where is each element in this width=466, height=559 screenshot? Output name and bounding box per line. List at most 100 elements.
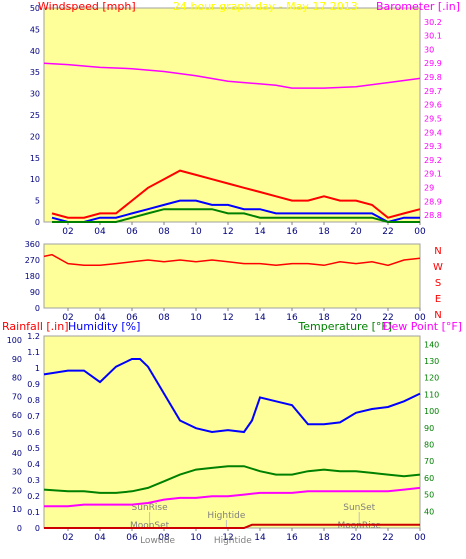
humidity-outer-y-tick: 10 — [12, 505, 22, 514]
rain-y-tick: 0.9 — [27, 380, 40, 389]
humidity-plot-area — [43, 335, 421, 529]
humidity-outer-y-tick: 70 — [12, 392, 22, 401]
barometer-y-tick: 29.7 — [424, 87, 442, 96]
rain-y-ticks: 0 0.1 0.2 0.3 0.4 0.5 0.6 0.7 0.8 0.9 1 1.1 1.2 — [27, 332, 40, 533]
humidity-outer-y-tick: 50 — [12, 430, 22, 439]
direction-y-ticks: 0 90 180 270 360 — [25, 240, 40, 313]
temperature-y-tick: 50 — [424, 491, 434, 500]
humidity-x-tick: 16 — [286, 533, 298, 543]
direction-x-tick: 04 — [94, 313, 106, 323]
compass-label: N — [434, 246, 441, 257]
wind-y-tick: 5 — [35, 197, 40, 206]
temperature-y-tick: 60 — [424, 474, 434, 483]
barometer-y-tick: 29.6 — [424, 101, 442, 110]
humidity-series — [43, 358, 421, 529]
humidity-x-tick: 06 — [126, 533, 138, 543]
rain-y-tick: 1.1 — [27, 348, 40, 357]
humidity-x-tick: 12 — [222, 533, 233, 543]
direction-x-tick: 10 — [190, 313, 202, 323]
humidity-x-ticks: 02 04 06 08 10 12 14 16 18 20 22 00 — [62, 533, 426, 543]
humidity-outer-ticks: 0 10 20 30 40 50 60 70 80 90 100 — [7, 336, 22, 533]
humidity-x-tick: 18 — [318, 533, 330, 543]
rain-y-tick: 0 — [35, 524, 40, 533]
rain-y-tick: 1 — [35, 364, 40, 373]
humidity-series-line-0 — [43, 358, 421, 434]
humidity-x-tick: 08 — [158, 533, 170, 543]
humidity-outer-y-tick: 90 — [12, 355, 22, 364]
windspeed-axis-title: Windspeed [mph] — [38, 0, 136, 13]
direction-x-tick: 22 — [382, 313, 393, 323]
direction-x-tick: 12 — [222, 313, 233, 323]
wind-x-tick: 10 — [190, 227, 202, 237]
barometer-axis-title: Barometer [.in] — [376, 0, 460, 13]
wind-x-tick: 22 — [382, 227, 393, 237]
annotation-label: SunRise — [132, 503, 169, 513]
compass-label: N — [434, 310, 441, 321]
rain-y-tick: 0.4 — [27, 460, 40, 469]
wind-y-tick: 40 — [30, 47, 40, 56]
wind-y-tick: 10 — [30, 175, 40, 184]
humidity-outer-y-tick: 20 — [12, 486, 22, 495]
wind-y-tick: 15 — [30, 154, 40, 163]
annotation-label: Lowtide — [140, 536, 175, 546]
rain-y-tick: 0.7 — [27, 412, 40, 421]
direction-series — [43, 253, 421, 267]
barometer-y-tick: 30.2 — [424, 18, 442, 27]
direction-y-tick: 180 — [25, 272, 40, 281]
rain-y-tick: 0.2 — [27, 492, 40, 501]
barometer-y-tick: 29.8 — [424, 73, 442, 82]
humidity-x-tick: 00 — [414, 533, 426, 543]
wind-series-line-0 — [51, 169, 421, 219]
rain-y-tick: 0.3 — [27, 476, 40, 485]
direction-series-line-0 — [43, 253, 421, 267]
temperature-y-ticks: 40 50 60 70 80 90 100 110 120 130 140 — [424, 340, 439, 516]
barometer-y-tick: 29 — [424, 183, 434, 192]
wind-x-tick: 00 — [414, 227, 426, 237]
direction-y-tick: 90 — [30, 288, 40, 297]
wind-series-line-2 — [52, 208, 420, 223]
humidity-x-tick: 20 — [350, 533, 362, 543]
wind-x-tick: 16 — [286, 227, 298, 237]
dewpoint-axis-title: Dew Point [°F] — [383, 320, 462, 333]
barometer-y-tick: 29.1 — [424, 170, 442, 179]
direction-x-tick: 16 — [286, 313, 298, 323]
wind-y-ticks: 0 5 10 15 20 25 30 35 40 45 50 — [30, 4, 40, 227]
barometer-y-tick: 29.2 — [424, 156, 442, 165]
annotation-label: SunSet — [343, 503, 375, 513]
rain-y-tick: 1.2 — [27, 332, 40, 341]
humidity-outer-y-tick: 0 — [17, 524, 22, 533]
annotation-label: Hightide — [207, 511, 245, 521]
temperature-y-tick: 70 — [424, 457, 434, 466]
wind-y-tick: 25 — [30, 111, 40, 120]
humidity-x-tick: 04 — [94, 533, 106, 543]
wind-x-tick: 04 — [94, 227, 106, 237]
graph-title: 24 hour graph day - May 17 2013 — [173, 0, 358, 13]
temperature-y-tick: 140 — [424, 340, 439, 349]
rain-y-tick: 0.8 — [27, 396, 40, 405]
humidity-outer-y-tick: 30 — [12, 468, 22, 477]
wind-x-tick: 18 — [318, 227, 330, 237]
wind-x-tick: 08 — [158, 227, 170, 237]
annotation-label: MoonRise — [337, 521, 381, 531]
humidity-series-line-1 — [43, 465, 421, 494]
wind-x-tick: 12 — [222, 227, 233, 237]
barometer-y-tick: 28.8 — [424, 211, 442, 220]
humidity-outer-y-tick: 40 — [12, 449, 22, 458]
temperature-y-tick: 100 — [424, 407, 439, 416]
annotation-label: Hightide — [214, 536, 252, 546]
wind-x-tick: 14 — [254, 227, 266, 237]
direction-x-tick: 00 — [414, 313, 426, 323]
annotation-label: MoonSet — [130, 521, 170, 531]
humidity-x-tick: 14 — [254, 533, 266, 543]
wind-y-tick: 35 — [30, 68, 40, 77]
barometer-y-tick: 30.1 — [424, 32, 442, 41]
wind-y-tick: 20 — [30, 132, 40, 141]
direction-x-tick: 06 — [126, 313, 138, 323]
humidity-axis-title: Humidity [%] — [68, 320, 140, 333]
wind-y-tick: 50 — [30, 4, 40, 13]
temperature-y-tick: 40 — [424, 507, 434, 516]
compass-label: W — [433, 262, 443, 273]
